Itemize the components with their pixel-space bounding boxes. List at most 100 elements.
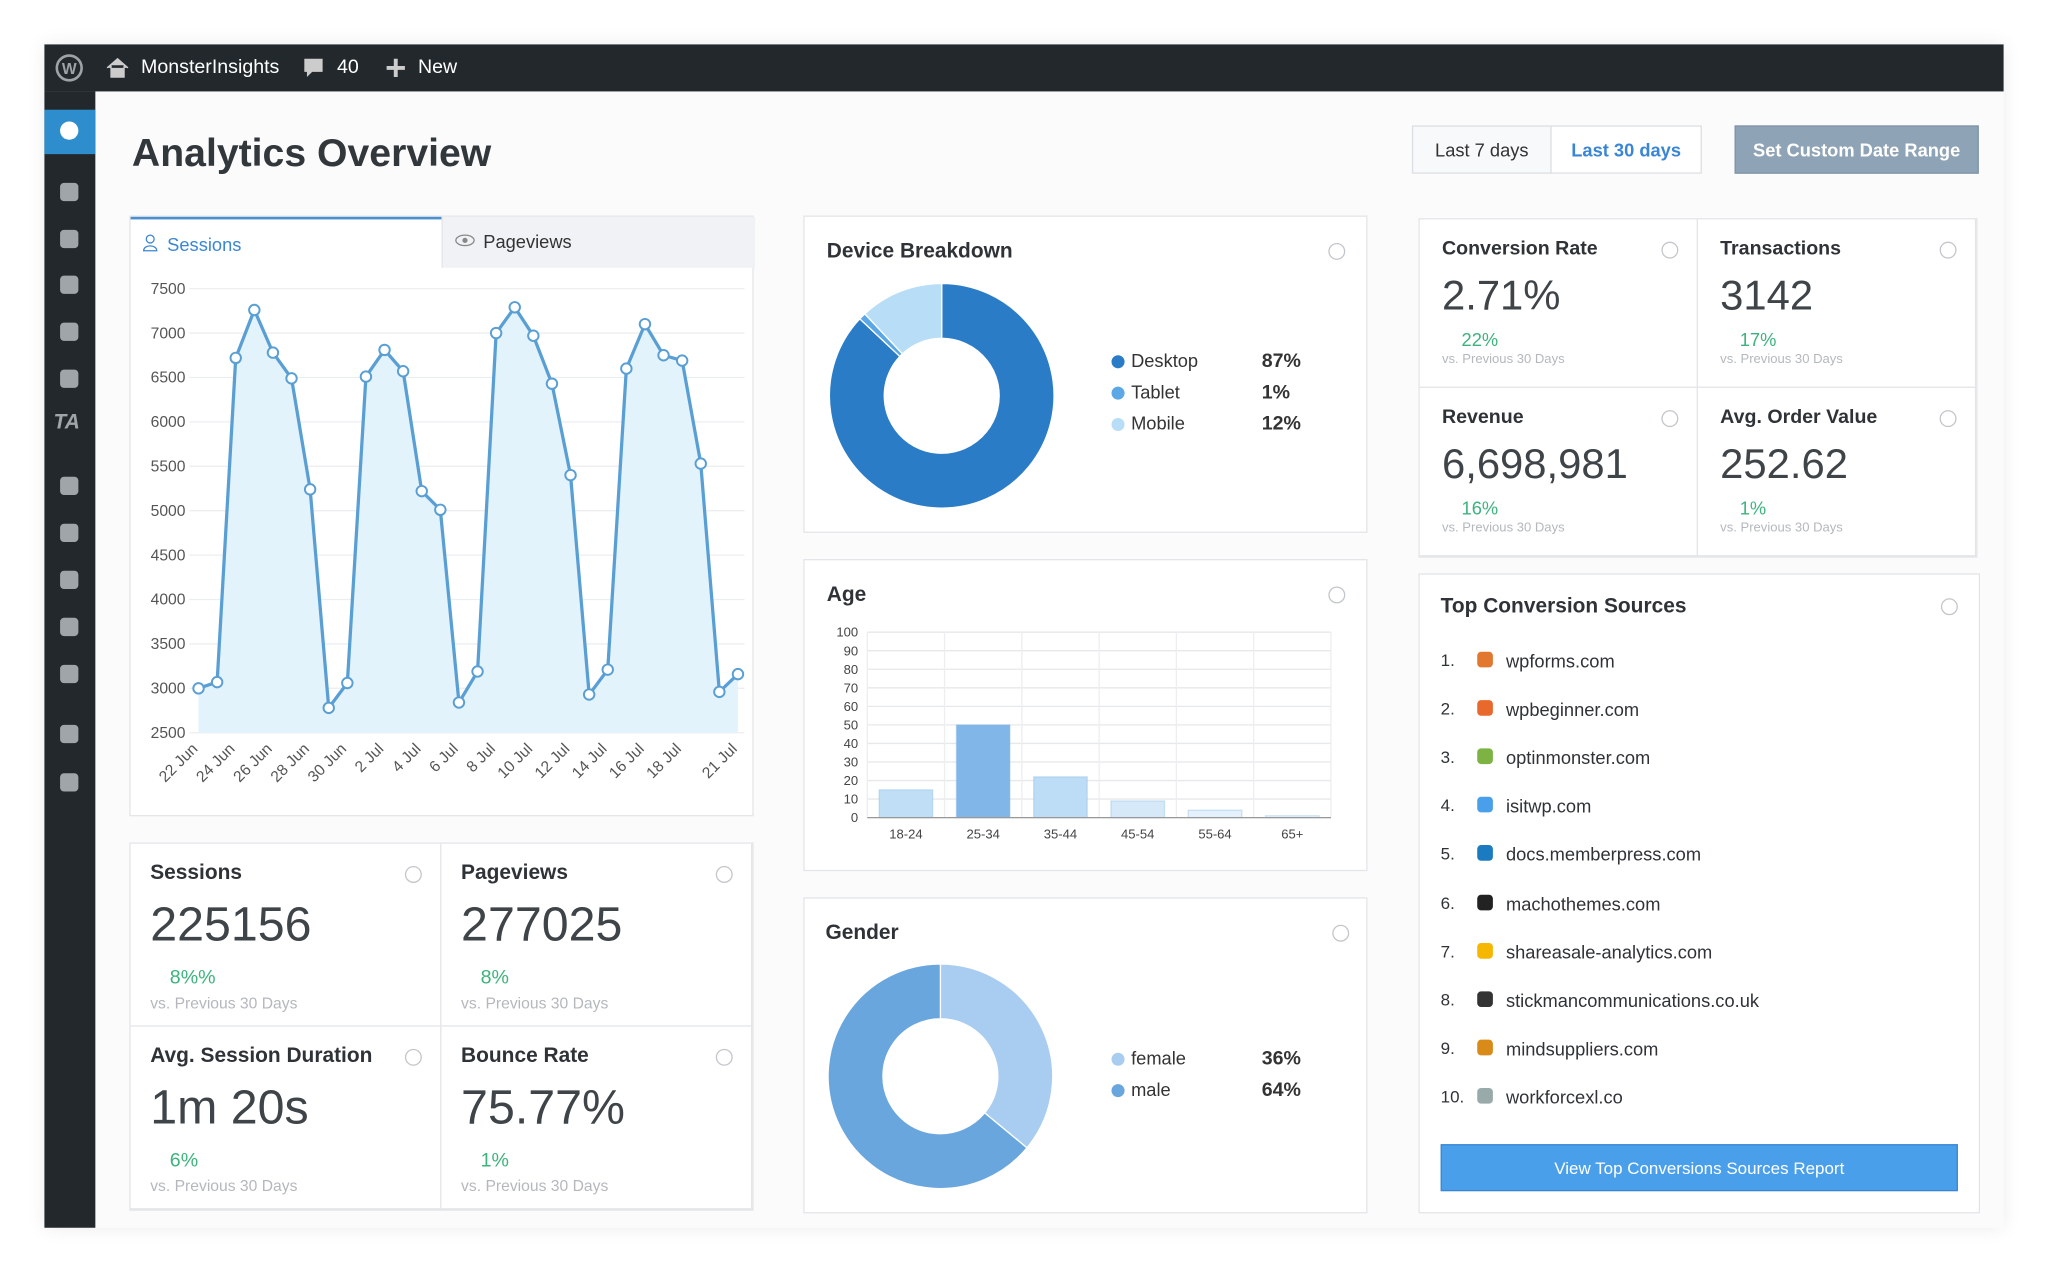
source-rank: 7. [1440,941,1455,961]
menu-icon[interactable] [60,229,79,249]
point [601,663,614,676]
menu-icon[interactable] [60,724,79,744]
source-row[interactable]: 6. machothemes.com [1441,888,1963,927]
legend-label: female [1131,1047,1186,1068]
source-row[interactable]: 5. docs.memberpress.com [1441,839,1963,878]
menu-icon[interactable] [60,369,79,388]
source-domain: machothemes.com [1505,892,1661,914]
y-tick-label: 5500 [151,459,186,476]
x-tick-label: 12 Jul [532,741,574,783]
menu-icon[interactable] [60,182,79,202]
x-tick-label: 55-64 [1198,827,1231,842]
info-icon[interactable] [404,1048,422,1066]
info-icon[interactable] [715,1048,733,1066]
home-icon [106,57,129,78]
comparison: vs. Previous 30 Days [461,993,609,1013]
y-tick-label: 90 [844,643,859,658]
change-value: 8%% [169,966,216,989]
date-button[interactable]: Last 7 days [1411,125,1552,174]
source-rank: 1. [1440,650,1455,671]
eye-icon [455,234,475,247]
source-row[interactable]: 1. wpforms.com [1441,645,1963,684]
x-tick-label: 21 Jul [699,741,741,783]
ta-menu[interactable]: TA [53,411,80,434]
menu-icon[interactable] [60,617,79,637]
source-rank: 9. [1440,1038,1455,1058]
info-icon[interactable] [715,865,733,883]
info-icon[interactable] [1328,242,1346,260]
date-button[interactable]: Last 30 days [1550,125,1702,174]
site-name[interactable]: MonsterInsights [141,56,280,79]
info-icon[interactable] [1939,410,1957,428]
menu-icon[interactable] [60,773,79,792]
info-icon[interactable] [1332,924,1350,942]
x-tick-label: 26 Jun [230,741,275,786]
source-row[interactable]: 2. wpbeginner.com [1441,694,1963,733]
tab[interactable]: Pageviews [441,216,755,268]
wp-logo[interactable]: W [55,54,84,83]
report-button[interactable]: View Top Conversions Sources Report [1440,1144,1958,1192]
custom-range-button[interactable]: Set Custom Date Range [1734,125,1979,174]
menu-icon[interactable] [60,664,79,684]
metric-change: 16% [1442,497,1499,519]
metric-card: Transactions 3142 17% vs. Previous 30 Days [1697,219,1977,388]
value-label: 87% [1262,350,1301,372]
source-favicon [1477,894,1493,910]
metric-card: Revenue 6,698,981 16% vs. Previous 30 Days [1419,387,1698,557]
comment-icon [304,58,323,78]
info-icon[interactable] [1939,241,1957,259]
legend-label: male [1131,1079,1171,1100]
source-row[interactable]: 3. optinmonster.com [1441,742,1963,781]
point [359,370,373,383]
comment-count[interactable]: 40 [336,56,359,79]
source-row[interactable]: 4. isitwp.com [1441,791,1963,830]
point [713,685,726,699]
y-tick-label: 0 [851,810,858,825]
menu-icon[interactable] [60,322,79,341]
point [285,372,298,385]
slice [827,963,1028,1190]
bar [878,789,934,819]
x-tick-label: 6 Jul [426,741,461,776]
info-icon[interactable] [1940,598,1958,616]
point [489,326,503,340]
metric-card: Avg. Order Value 252.62 1% vs. Previous 30 … [1697,387,1977,557]
metric-change: 1% [461,1149,509,1171]
metric-card: Avg. Session Duration 1m 20s 6% vs. Previou… [130,1026,442,1210]
menu-icon[interactable] [60,523,79,543]
new-link[interactable]: New [417,56,458,79]
comparison: vs. Previous 30 Days [1720,521,1843,536]
source-row[interactable]: 7. shareasale-analytics.com [1441,936,1963,975]
legend-label: Mobile [1131,413,1185,434]
info-icon[interactable] [1661,241,1679,259]
point [303,483,317,496]
source-favicon [1477,1039,1493,1056]
source-row[interactable]: 8. stickmancommunications.co.uk [1441,984,1963,1023]
comparison: vs. Previous 30 Days [150,993,298,1013]
source-domain: shareasale-analytics.com [1505,941,1713,963]
menu-icon[interactable] [60,275,79,294]
source-domain: mindsuppliers.com [1505,1038,1659,1059]
source-row[interactable]: 9. mindsuppliers.com [1441,1033,1963,1072]
legend-swatch [1111,417,1125,432]
source-domain: docs.memberpress.com [1505,844,1702,866]
menu-icon[interactable] [60,121,79,140]
admin-sidebar: TA [44,91,96,1228]
tab[interactable]: Sessions [130,216,442,268]
menu-icon[interactable] [60,570,79,590]
y-tick-label: 7000 [151,325,186,342]
menu-icon[interactable] [60,476,79,496]
info-icon[interactable] [1328,586,1346,604]
comparison: vs. Previous 30 Days [461,1176,609,1196]
x-tick-label: 4 Jul [389,741,424,776]
source-row[interactable]: 10. workforcexl.co [1441,1081,1963,1120]
info-icon[interactable] [404,865,422,883]
metric-change: 6% [150,1149,198,1171]
area [198,307,738,733]
point [322,701,335,715]
metric-label: Bounce Rate [461,1044,589,1068]
info-icon[interactable] [1661,410,1679,428]
gender-card: Gender female 36% male 64% [803,897,1368,1214]
point [396,365,410,378]
change-value: 16% [1461,497,1499,519]
